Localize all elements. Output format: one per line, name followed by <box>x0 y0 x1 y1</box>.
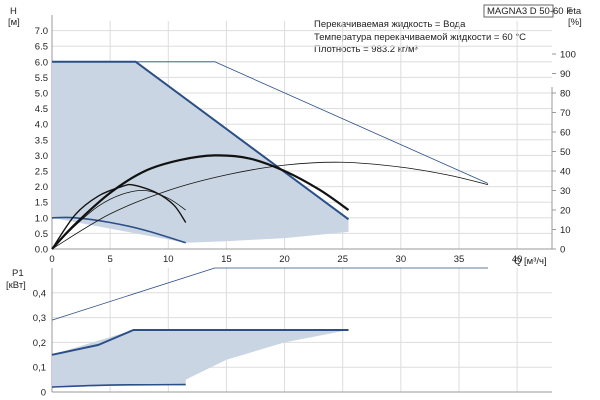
power-tick-label: 0,2 <box>33 338 46 349</box>
head-y-ticks: 0.0 0.5 1.0 1.5 2.0 2.5 3.0 3.5 4.0 4.5 5.0 5.5 6.0 6… <box>35 26 48 255</box>
flow-tick-label: 0 <box>49 254 54 265</box>
power-tick-label: 0,3 <box>33 313 46 324</box>
power-plot: 0 0,1 0,2 0,3 0,4 P1 [кВт] <box>6 267 552 399</box>
flow-x-ticks: 0 5 10 15 20 25 30 35 40 <box>49 254 522 265</box>
efficiency-axis-label: eta <box>568 6 582 17</box>
efficiency-tick-label: 10 <box>560 225 571 236</box>
info-line-density: Плотность = 983.2 кг/м³ <box>314 44 418 55</box>
model-title: MAGNA3 D 50-60 F <box>487 6 572 17</box>
efficiency-y-ticks: 0 10 20 30 40 50 60 70 80 90 100 <box>552 50 576 256</box>
power-y-ticks: 0 0,1 0,2 0,3 0,4 <box>33 288 46 398</box>
curve-max-speed-extended <box>52 61 489 184</box>
curve-efficiency-thin <box>51 161 489 250</box>
head-tick-label: 5.5 <box>35 73 48 84</box>
flow-tick-label: 20 <box>279 254 290 265</box>
info-line-temperature: Температура перекачиваемой жидкости = 60… <box>314 32 526 43</box>
efficiency-tick-label: 20 <box>560 206 571 217</box>
head-plot: 0.0 0.5 1.0 1.5 2.0 2.5 3.0 3.5 4.0 4.5 5.0 5.5 6.0 6… <box>8 6 582 267</box>
curve-power-extended <box>51 267 489 321</box>
head-curves <box>51 60 489 250</box>
head-tick-label: 4.5 <box>35 104 48 115</box>
fluid-info: Перекачиваемая жидкость = Вода Температу… <box>314 19 526 55</box>
curve-efficiency-small-pump <box>51 189 186 250</box>
efficiency-tick-label: 70 <box>560 108 571 119</box>
power-tick-label: 0 <box>41 388 46 399</box>
flow-tick-label: 35 <box>454 254 465 265</box>
head-tick-label: 0.0 <box>35 245 48 256</box>
head-tick-label: 2.0 <box>35 182 48 193</box>
flow-tick-label: 5 <box>107 254 112 265</box>
flow-axis-label: Q [м³/ч] <box>514 256 547 267</box>
efficiency-tick-label: 30 <box>560 186 571 197</box>
efficiency-tick-label: 60 <box>560 128 571 139</box>
flow-tick-label: 30 <box>396 254 407 265</box>
head-tick-label: 0.5 <box>35 229 48 240</box>
head-tick-label: 6.0 <box>35 57 48 68</box>
curve-duty-curve-large <box>51 154 350 250</box>
curve-power-min <box>51 383 186 388</box>
head-tick-label: 2.5 <box>35 167 48 178</box>
head-tick-label: 6.5 <box>35 42 48 53</box>
curve-power-max <box>51 329 349 356</box>
efficiency-tick-label: 50 <box>560 147 571 158</box>
head-tick-label: 3.0 <box>35 151 48 162</box>
flow-tick-label: 25 <box>337 254 348 265</box>
efficiency-tick-label: 100 <box>560 50 576 61</box>
head-tick-label: 5.0 <box>35 89 48 100</box>
model-title-box: MAGNA3 D 50-60 F <box>483 4 572 18</box>
flow-tick-label: 40 <box>512 254 523 265</box>
head-tick-label: 7.0 <box>35 26 48 37</box>
head-tick-label: 3.5 <box>35 135 48 146</box>
power-curves <box>51 267 489 388</box>
head-tick-label: 4.0 <box>35 120 48 131</box>
efficiency-tick-label: 80 <box>560 89 571 100</box>
power-tick-label: 0,1 <box>33 363 46 374</box>
power-operating-area <box>52 330 349 388</box>
head-axis-unit: [м] <box>8 17 20 28</box>
flow-tick-label: 15 <box>221 254 232 265</box>
power-tick-label: 0,4 <box>33 288 46 299</box>
efficiency-axis-unit: [%] <box>568 17 582 28</box>
info-line-fluid: Перекачиваемая жидкость = Вода <box>314 19 466 30</box>
head-tick-label: 1.5 <box>35 198 48 209</box>
curve-min-curve <box>51 216 186 244</box>
efficiency-tick-label: 90 <box>560 69 571 80</box>
power-axis-label: P1 <box>12 268 24 279</box>
curve-duty-curve-small <box>51 183 187 250</box>
efficiency-tick-label: 0 <box>560 245 565 256</box>
head-axis-label: H <box>10 6 17 17</box>
flow-tick-label: 10 <box>163 254 174 265</box>
efficiency-tick-label: 40 <box>560 167 571 178</box>
head-tick-label: 1.0 <box>35 213 48 224</box>
power-axis-unit: [кВт] <box>6 280 26 291</box>
